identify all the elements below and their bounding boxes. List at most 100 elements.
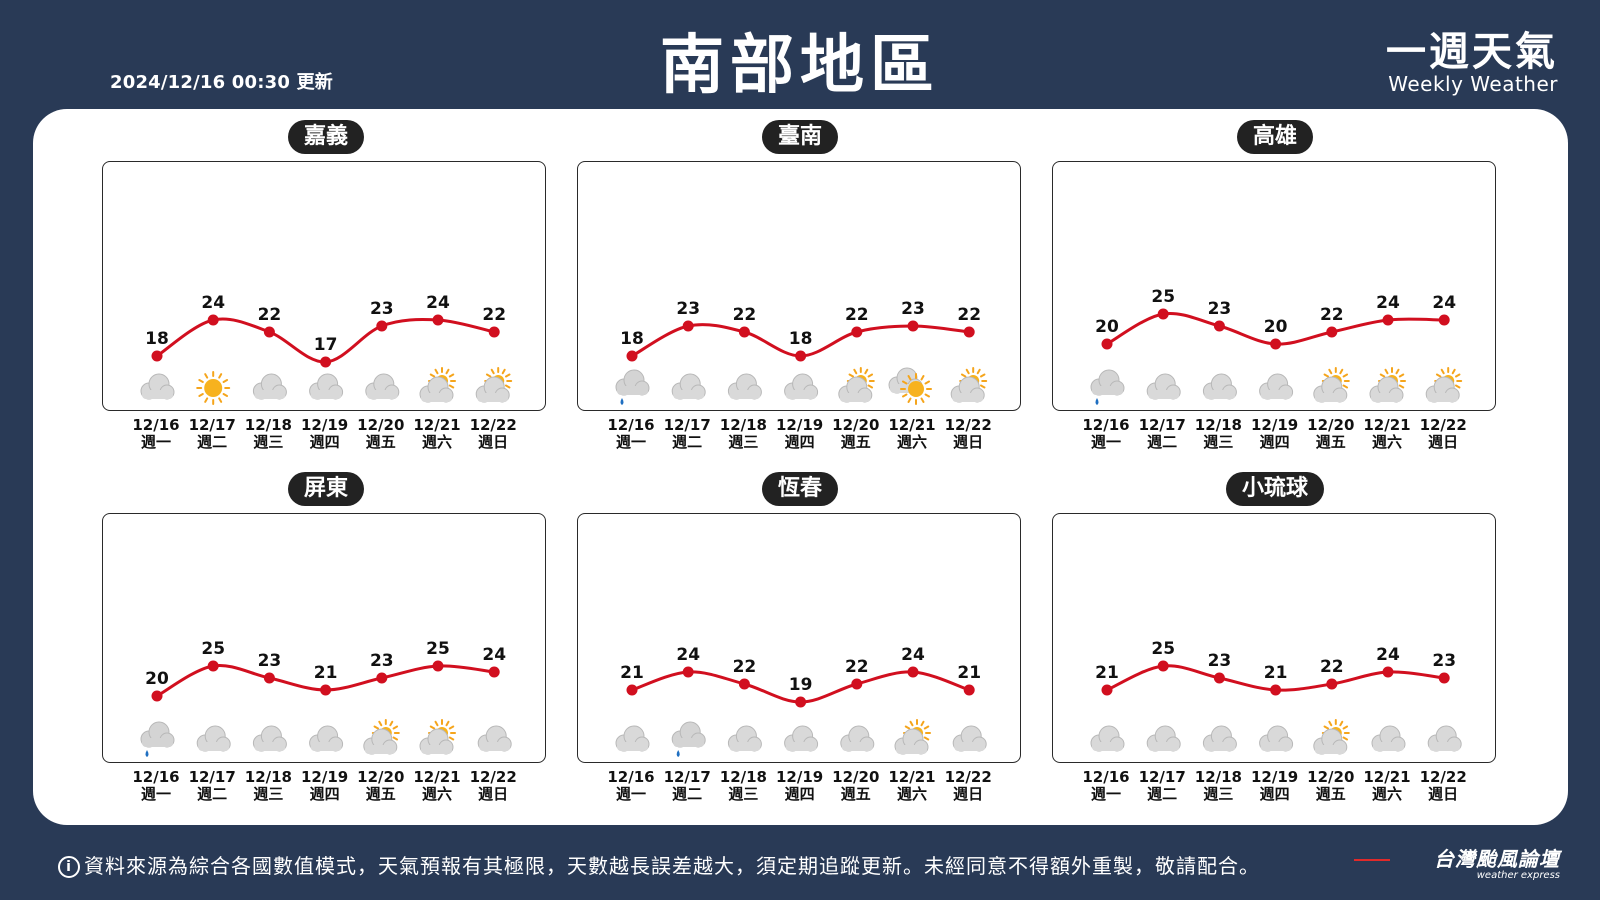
date-text: 12/21: [888, 416, 936, 434]
location-label: 恆春: [762, 472, 839, 506]
logo-line: [1354, 859, 1390, 861]
weekday-text: 週日: [1428, 433, 1459, 451]
date-text: 12/19: [1250, 768, 1299, 786]
cloudy-icon: [1259, 725, 1294, 752]
date-text: 12/21: [888, 768, 936, 786]
high-temp-point: [963, 326, 975, 338]
date-label: 12/18 週三: [240, 769, 296, 803]
high-temp-label: 24: [426, 293, 450, 313]
rain-icon: [671, 721, 706, 757]
weekday-text: 週六: [421, 785, 452, 803]
high-temp-point: [1326, 326, 1338, 338]
cloudy-icon: [671, 373, 706, 400]
cloudy-icon: [1090, 725, 1125, 752]
date-label: 12/19 週四: [772, 769, 828, 803]
date-text: 12/19: [300, 416, 349, 434]
weekday-text: 週一: [140, 433, 171, 451]
date-text: 12/19: [775, 768, 824, 786]
forecast-svg: 2025232022242414141414121213: [1090, 287, 1463, 405]
high-temp-point: [320, 684, 332, 696]
date-text: 12/17: [663, 768, 711, 786]
weekday-text: 週二: [197, 433, 228, 451]
cloudy-icon: [727, 725, 762, 752]
high-temp-label: 21: [957, 663, 981, 683]
high-temp-point: [376, 672, 388, 684]
date-text: 12/20: [1307, 768, 1355, 786]
forecast-plot: 2025232022242414141414121213: [1052, 161, 1496, 411]
weekday-text: 週二: [1147, 433, 1178, 451]
weekday-text: 週六: [896, 433, 927, 451]
date-label: 12/20 週五: [353, 769, 409, 803]
high-temp-label: 22: [957, 305, 981, 325]
cloudy-icon: [1259, 373, 1294, 400]
high-temp-label: 25: [201, 639, 225, 659]
date-label: 12/21 週六: [1359, 417, 1415, 451]
high-temp-point: [1438, 672, 1450, 684]
cloudy-icon: [252, 725, 287, 752]
footer-logo: 台灣颱風論壇 weather express: [1354, 843, 1560, 881]
partly-sunny-icon: [363, 719, 400, 755]
high-temp-point: [907, 320, 919, 332]
high-temp-point: [1382, 314, 1394, 326]
date-text: 12/17: [188, 768, 236, 786]
partly-sunny-icon: [1369, 367, 1406, 403]
weekday-text: 週五: [840, 785, 871, 803]
high-temp-label: 24: [201, 293, 225, 313]
high-temp-point: [432, 314, 444, 326]
high-temp-point: [738, 678, 750, 690]
date-label: 12/18 週三: [240, 417, 296, 451]
forecast-plot: 2125232122242315161415131314: [1052, 513, 1496, 763]
date-label: 12/19 週四: [1247, 417, 1303, 451]
date-label: 12/16 週一: [1078, 769, 1134, 803]
weekday-text: 週三: [1203, 433, 1234, 451]
cloudy-icon: [309, 373, 344, 400]
date-text: 12/22: [944, 768, 992, 786]
high-temp-label: 24: [1376, 293, 1400, 313]
weekday-text: 週一: [1090, 785, 1121, 803]
date-text: 12/20: [357, 416, 405, 434]
cloudy-icon: [1371, 725, 1406, 752]
high-temp-label: 24: [1432, 293, 1456, 313]
cloudy-icon: [1202, 373, 1237, 400]
weekday-text: 週三: [253, 433, 284, 451]
location-label: 嘉義: [288, 120, 365, 154]
date-label: 12/20 週五: [1303, 769, 1359, 803]
date-text: 12/22: [469, 416, 517, 434]
high-temp-point: [432, 660, 444, 672]
location-label: 高雄: [1237, 120, 1314, 154]
weekday-text: 週六: [1371, 785, 1402, 803]
date-label: 12/21 週六: [884, 769, 940, 803]
date-label: 12/21 週六: [1359, 769, 1415, 803]
cloudy-icon: [140, 373, 175, 400]
date-text: 12/21: [1363, 416, 1411, 434]
date-label: 12/19 週四: [772, 417, 828, 451]
date-label: 12/16 週一: [128, 417, 184, 451]
forecast-svg: 2125232122242315161415131314: [1090, 639, 1462, 755]
partly-sunny-icon: [1313, 367, 1350, 403]
weekday-text: 週日: [953, 433, 984, 451]
high-temp-label: 20: [1095, 317, 1119, 337]
date-label: 12/18 週三: [715, 769, 771, 803]
date-label: 12/20 週五: [828, 417, 884, 451]
weekday-text: 週一: [1090, 433, 1121, 451]
date-text: 12/20: [357, 768, 405, 786]
high-temp-point: [1213, 320, 1225, 332]
date-text: 12/19: [1250, 416, 1299, 434]
page-title: 南部地區: [660, 29, 940, 103]
high-temp-point: [626, 350, 638, 362]
date-text: 12/19: [775, 416, 824, 434]
cloudy-icon: [615, 725, 650, 752]
high-temp-label: 22: [258, 305, 282, 325]
high-temp-label: 22: [733, 305, 757, 325]
date-label: 12/16 週一: [603, 769, 659, 803]
date-text: 12/22: [1419, 416, 1467, 434]
high-temp-point: [263, 672, 275, 684]
date-label: 12/19 週四: [297, 769, 353, 803]
high-temp-point: [1270, 338, 1282, 350]
update-time: 2024/12/16 00:30 更新: [110, 72, 333, 93]
date-text: 12/21: [1363, 768, 1411, 786]
weekday-text: 週一: [615, 433, 646, 451]
high-temp-point: [207, 660, 219, 672]
weekday-text: 週四: [1259, 785, 1290, 803]
high-temp-label: 23: [370, 299, 394, 319]
